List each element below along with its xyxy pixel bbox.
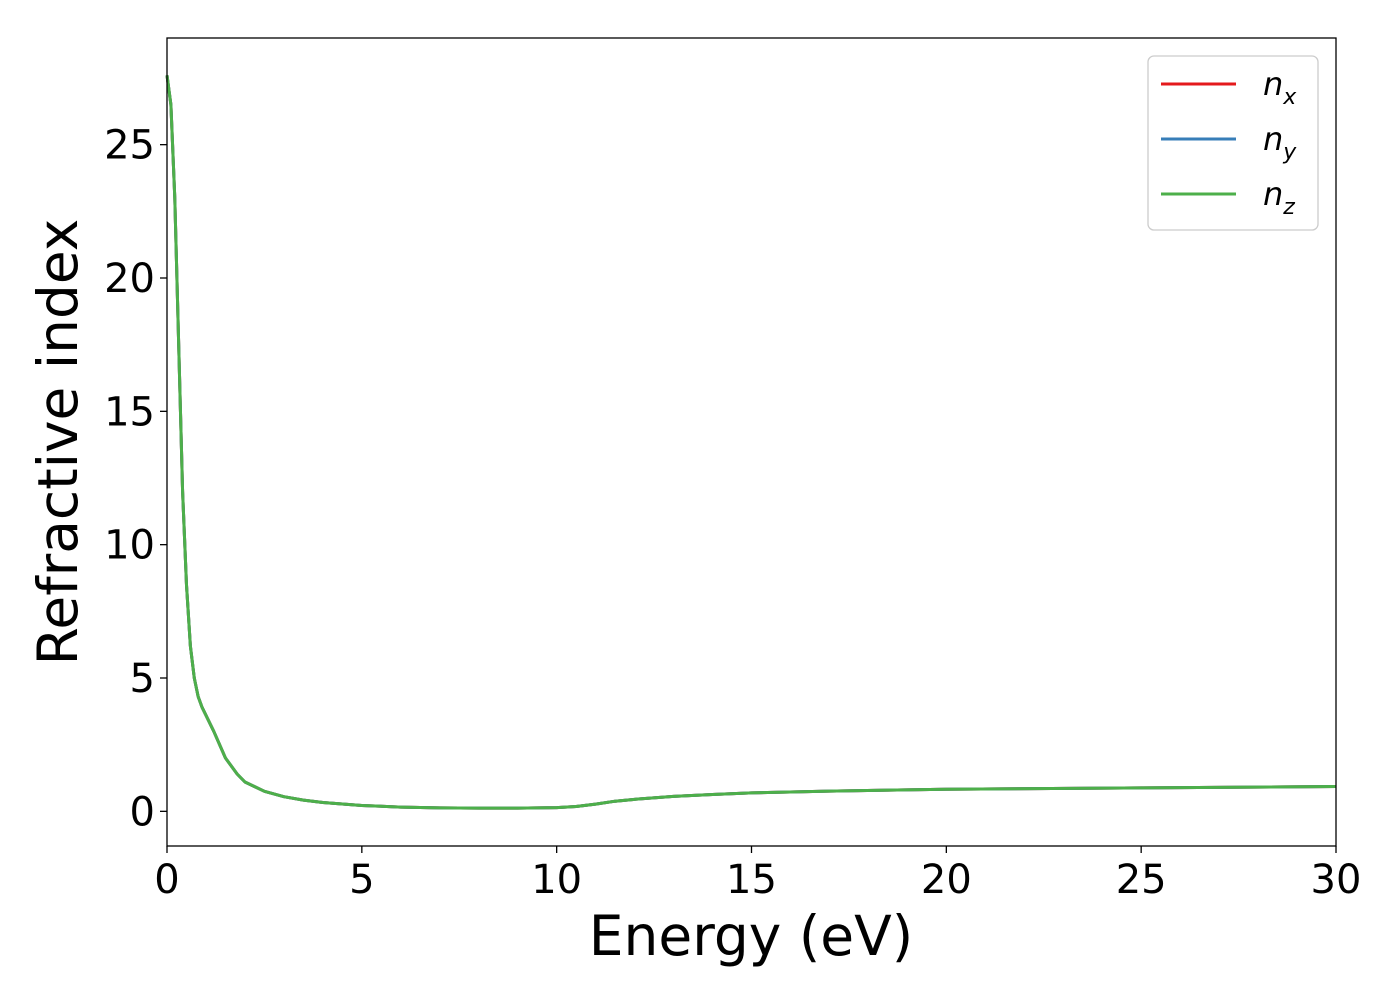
x-axis-label: Energy (eV)	[589, 904, 913, 968]
x-tick-label: 15	[726, 857, 777, 903]
y-tick-label: 10	[104, 523, 155, 569]
y-axis-label: Refractive index	[26, 219, 90, 666]
y-axis-ticks: 0 5 10 15 20 25	[104, 123, 167, 835]
x-tick-label: 20	[921, 857, 972, 903]
legend-label-base: n	[1263, 175, 1283, 213]
legend-label-z: nz	[1263, 175, 1295, 220]
legend-label-x: nx	[1263, 65, 1297, 110]
legend-label-base: n	[1263, 120, 1283, 158]
y-tick-label: 15	[104, 389, 155, 435]
legend-label-subscript: x	[1282, 85, 1297, 110]
y-tick-label: 20	[104, 256, 155, 302]
x-tick-label: 5	[349, 857, 374, 903]
legend-box	[1147, 55, 1319, 231]
series-layer	[165, 75, 1337, 810]
x-axis-ticks: 0 5 10 15 20 25 30	[154, 846, 1361, 903]
series-line-z	[165, 75, 1337, 810]
y-tick-label: 25	[104, 123, 155, 169]
x-tick-label: 0	[154, 857, 179, 903]
x-tick-label: 25	[1116, 857, 1167, 903]
x-tick-label: 10	[531, 857, 582, 903]
y-tick-label: 0	[130, 789, 155, 835]
x-tick-label: 30	[1311, 857, 1362, 903]
legend-label-y: ny	[1263, 120, 1297, 165]
legend-label-subscript: z	[1282, 195, 1295, 220]
legend-label-subscript: y	[1282, 140, 1297, 165]
legend-label-base: n	[1263, 65, 1283, 103]
y-tick-label: 5	[130, 656, 155, 702]
